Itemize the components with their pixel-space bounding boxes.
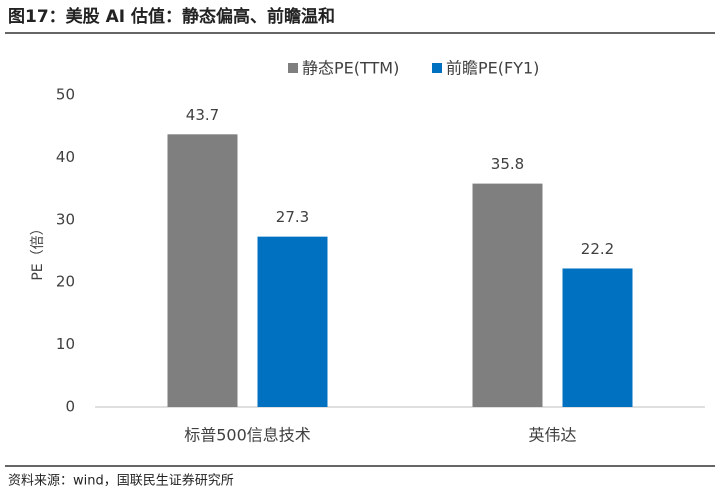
y-tick-label: 0 <box>65 398 75 416</box>
y-tick-label: 40 <box>56 148 75 166</box>
data-label: 22.2 <box>581 240 614 258</box>
bar <box>257 236 328 407</box>
data-label: 27.3 <box>276 208 309 226</box>
y-tick-label: 50 <box>56 86 75 104</box>
bar <box>472 183 543 407</box>
y-tick-label: 30 <box>56 210 75 228</box>
chart-title: 图17：美股 AI 估值：静态偏高、前瞻温和 <box>8 6 335 27</box>
data-label: 35.8 <box>491 155 524 173</box>
data-label: 43.7 <box>186 106 219 124</box>
x-tick-label: 英伟达 <box>528 426 576 445</box>
y-tick-label: 10 <box>56 335 75 353</box>
legend-label: 前瞻PE(FY1) <box>446 59 539 78</box>
x-tick-label: 标普500信息技术 <box>184 426 311 445</box>
bar <box>167 134 238 407</box>
bar <box>562 268 633 407</box>
source-note: 资料来源：wind，国联民生证券研究所 <box>8 473 234 489</box>
y-axis-label: PE（倍） <box>30 221 46 280</box>
legend-label: 静态PE(TTM) <box>302 59 399 78</box>
legend-swatch <box>288 63 298 73</box>
y-tick-label: 20 <box>56 273 75 291</box>
legend-swatch <box>432 63 442 73</box>
